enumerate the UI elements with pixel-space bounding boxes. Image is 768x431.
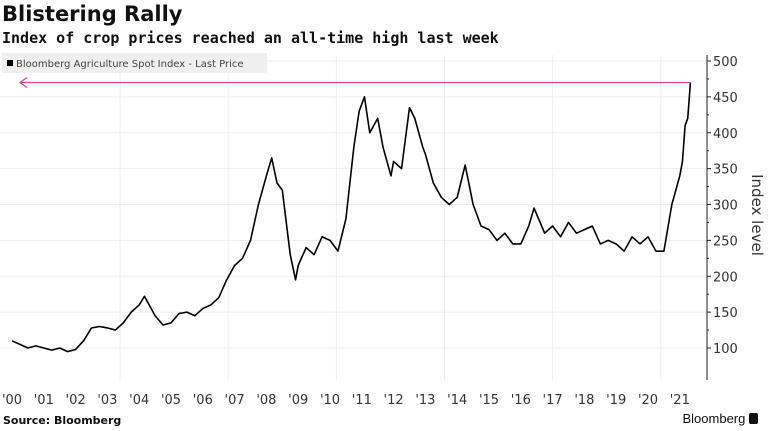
x-tick-label: '21	[670, 393, 690, 408]
x-tick-label: '15	[479, 393, 499, 408]
y-tick-label: 400	[713, 127, 738, 142]
y-tick-label: 150	[713, 306, 738, 321]
y-tick-label: 350	[713, 163, 738, 178]
x-tick-label: '10	[320, 393, 340, 408]
x-tick-label: '20	[638, 393, 658, 408]
x-tick-label: '08	[256, 393, 276, 408]
x-tick-label: '05	[161, 393, 181, 408]
y-tick-label: 450	[713, 91, 738, 106]
arrow-left-icon	[18, 76, 28, 89]
brand-text: Bloomberg	[682, 411, 746, 426]
x-tick-label: '07	[225, 393, 245, 408]
y-tick-label: 100	[713, 342, 738, 357]
chart-subtitle: Index of crop prices reached an all-time…	[2, 29, 499, 47]
x-tick-label: '18	[574, 393, 594, 408]
x-tick-label: '03	[97, 393, 117, 408]
legend-box	[2, 53, 267, 73]
x-tick-label: '13	[415, 393, 435, 408]
legend-swatch	[7, 60, 13, 66]
x-tick-label: '00	[2, 393, 22, 408]
y-tick-label: 200	[713, 270, 738, 285]
y-tick-label: 500	[713, 55, 738, 70]
x-tick-label: '04	[129, 393, 149, 408]
series-line	[11, 82, 692, 353]
x-tick-label: '02	[66, 393, 86, 408]
terminal-icon	[749, 413, 758, 424]
y-axis-label: Index level	[748, 174, 766, 256]
x-tick-label: '01	[34, 393, 54, 408]
x-tick-label: '09	[288, 393, 308, 408]
y-tick-label: 300	[713, 199, 738, 214]
y-tick-label: 250	[713, 234, 738, 249]
x-tick-label: '19	[606, 393, 626, 408]
x-tick-label: '16	[511, 393, 531, 408]
x-tick-label: '11	[352, 393, 372, 408]
bloomberg-logo: Bloomberg	[682, 411, 758, 426]
x-tick-label: '06	[193, 393, 213, 408]
x-tick-label: '14	[447, 393, 467, 408]
legend-label: Bloomberg Agriculture Spot Index - Last …	[16, 59, 244, 70]
chart-title: Blistering Rally	[2, 2, 183, 26]
source-note: Source: Bloomberg	[3, 414, 122, 427]
x-tick-label: '17	[543, 393, 563, 408]
x-tick-label: '12	[384, 393, 404, 408]
